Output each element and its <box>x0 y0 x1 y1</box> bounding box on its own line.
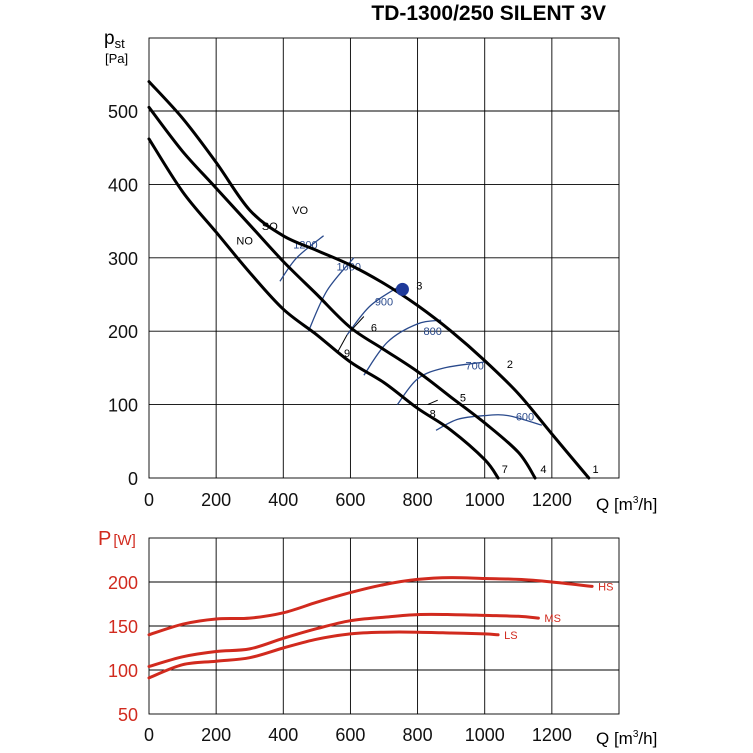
operating-point-label: 3 <box>416 281 422 293</box>
power-curve-hs <box>147 576 594 637</box>
pressure-grid <box>148 37 620 479</box>
series-label: VO <box>292 205 308 217</box>
power-x-tick-label: 200 <box>201 725 231 745</box>
isoline-label: 800 <box>423 326 441 338</box>
pressure-ticks: 0 200 400 600 800 1000 1200 0 100 200 300 400 500 <box>108 102 572 510</box>
power-series-label: LS <box>504 630 517 642</box>
y-tick-label: 0 <box>128 469 138 489</box>
x-tick-label: 1200 <box>532 490 572 510</box>
power-curve-ms <box>147 612 540 668</box>
pressure-curve-no <box>147 137 500 480</box>
operating-point-marker <box>395 282 409 296</box>
pressure-curve-so <box>147 105 537 480</box>
power-x-tick-label: 1000 <box>465 725 505 745</box>
power-y-tick-label: 200 <box>108 573 138 593</box>
series-label: NO <box>236 236 253 248</box>
x-tick-label: 400 <box>268 490 298 510</box>
power-y-tick-label: 100 <box>108 661 138 681</box>
power-series-label: MS <box>544 613 561 625</box>
y-tick-label: 100 <box>108 396 138 416</box>
operating-point-label: 7 <box>502 464 508 476</box>
power-series-label: HS <box>598 581 613 593</box>
isoline <box>363 319 442 376</box>
isoline <box>396 361 485 406</box>
power-x-axis-label: Q [m3/h] <box>596 729 657 748</box>
isoline-label: 1000 <box>337 261 361 273</box>
x-tick-label: 0 <box>144 490 154 510</box>
power-curve-ls <box>147 630 500 680</box>
pressure-curve-vo <box>147 80 591 480</box>
x-axis-label: Q [m3/h] <box>596 495 657 514</box>
y-axis-unit: [Pa] <box>105 51 128 66</box>
power-x-tick-label: 600 <box>335 725 365 745</box>
y-tick-label: 500 <box>108 102 138 122</box>
y-tick-label: 300 <box>108 249 138 269</box>
power-labels: HS MS LS <box>504 581 613 641</box>
y-tick-label: 200 <box>108 322 138 342</box>
pressure-curves <box>147 80 591 480</box>
power-y-tick-label: 50 <box>118 705 138 725</box>
power-ticks: 0 200 400 600 800 1000 1200 50 100 150 200 <box>108 573 572 745</box>
isoline <box>279 235 325 282</box>
operating-point-label: 8 <box>430 408 436 420</box>
power-x-tick-label: 800 <box>403 725 433 745</box>
x-tick-label: 600 <box>335 490 365 510</box>
leader-line <box>350 316 365 332</box>
x-tick-label: 1000 <box>465 490 505 510</box>
power-x-tick-label: 400 <box>268 725 298 745</box>
power-grid <box>148 537 620 715</box>
pressure-labels: VO SO NO 1 2 3 4 5 6 7 8 9 <box>236 205 598 476</box>
isoline-label: 600 <box>516 412 534 424</box>
operating-point-label: 5 <box>460 392 466 404</box>
isoline-label: 900 <box>375 297 393 309</box>
y-axis-label-main: pst <box>104 28 125 51</box>
power-y-axis-label: P [W] <box>98 528 136 550</box>
power-x-tick-label: 1200 <box>532 725 572 745</box>
operating-point-label: 4 <box>540 464 546 476</box>
power-y-tick-label: 150 <box>108 617 138 637</box>
isoline-label: 700 <box>465 360 483 372</box>
series-label: SO <box>262 221 278 233</box>
power-curves <box>147 576 594 680</box>
chart-title: TD-1300/250 SILENT 3V <box>371 2 606 25</box>
x-tick-label: 200 <box>201 490 231 510</box>
operating-point-label: 6 <box>371 323 377 335</box>
x-tick-label: 800 <box>403 490 433 510</box>
leader-line <box>336 334 348 354</box>
operating-point-label: 9 <box>344 348 350 360</box>
power-x-tick-label: 0 <box>144 725 154 745</box>
isoline <box>435 414 542 431</box>
leader-line <box>427 399 438 406</box>
operating-point-label: 2 <box>507 359 513 371</box>
y-tick-label: 400 <box>108 175 138 195</box>
operating-point-label: 1 <box>592 464 598 476</box>
